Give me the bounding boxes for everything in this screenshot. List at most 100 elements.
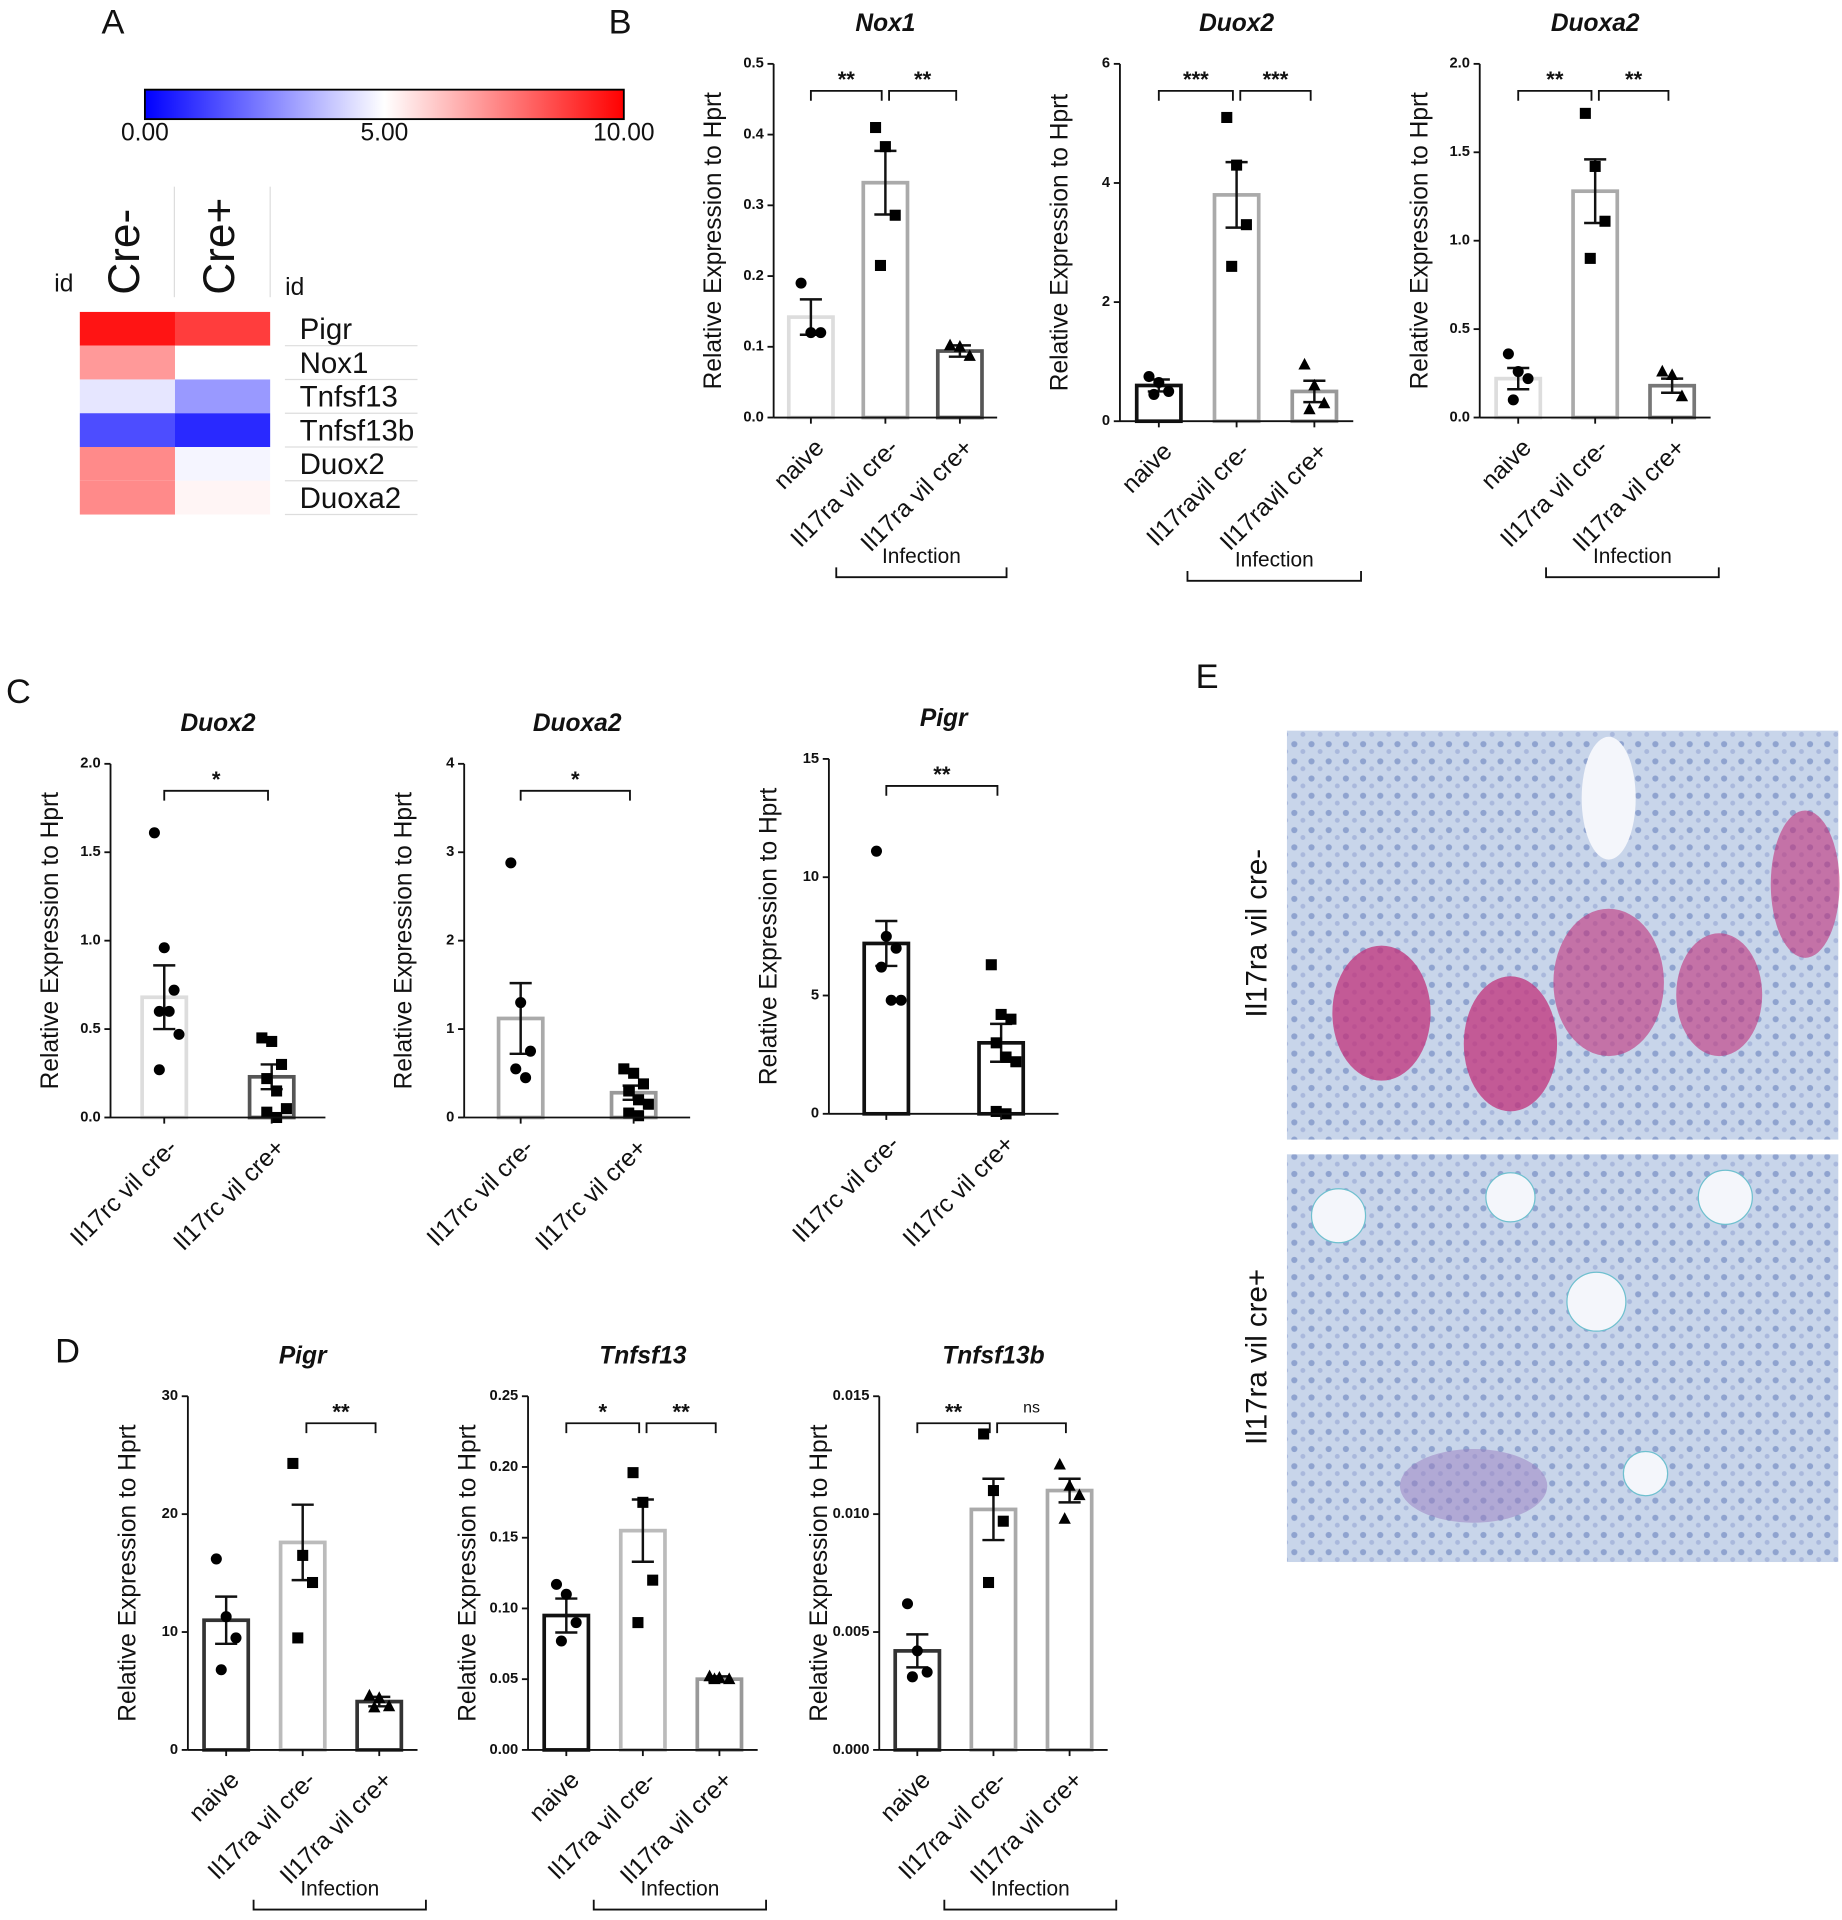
data-point bbox=[953, 340, 967, 352]
data-point bbox=[230, 1632, 242, 1644]
x-tick-label: naive bbox=[875, 1767, 936, 1828]
data-point bbox=[985, 959, 997, 971]
data-point bbox=[990, 1105, 1002, 1117]
colorbar bbox=[143, 88, 625, 121]
significance-label: * bbox=[598, 1399, 607, 1424]
data-point bbox=[723, 1672, 736, 1685]
heat-cell bbox=[174, 413, 271, 448]
y-axis-label: Relative Expression to Hprt bbox=[1046, 94, 1073, 392]
y-tick-label: 0.00 bbox=[490, 1742, 519, 1758]
y-tick-label: 2.0 bbox=[1449, 56, 1469, 72]
data-point bbox=[978, 1428, 990, 1440]
data-point bbox=[1000, 1051, 1012, 1063]
group-label: Infection bbox=[640, 1877, 719, 1900]
y-tick-label: 0.4 bbox=[743, 126, 764, 142]
data-point bbox=[1589, 160, 1601, 172]
data-point bbox=[510, 1063, 522, 1075]
goblet-cell bbox=[1485, 1172, 1536, 1223]
data-point bbox=[987, 1485, 999, 1497]
row-label: Tnfsf13 bbox=[300, 381, 398, 414]
y-tick-label: 0.5 bbox=[80, 1021, 100, 1037]
y-tick-label: 2.0 bbox=[80, 756, 100, 772]
heat-cell bbox=[79, 345, 175, 380]
significance-label: ** bbox=[838, 67, 856, 92]
y-tick-label: 6 bbox=[1102, 56, 1110, 72]
y-tick-label: 4 bbox=[1102, 175, 1111, 191]
row-label: Tnfsf13b bbox=[300, 414, 415, 447]
data-point bbox=[880, 930, 892, 942]
panel-label: C bbox=[6, 673, 31, 711]
data-point bbox=[1308, 378, 1321, 391]
y-tick-label: 0 bbox=[446, 1109, 454, 1125]
data-point bbox=[280, 1103, 292, 1115]
data-point bbox=[148, 827, 160, 839]
data-point bbox=[623, 1085, 635, 1097]
significance-bracket bbox=[565, 1422, 641, 1434]
data-point bbox=[795, 277, 807, 289]
significance-label: ** bbox=[945, 1399, 963, 1424]
significance-bracket bbox=[888, 89, 958, 101]
heat-cell bbox=[174, 447, 271, 481]
id-label: id bbox=[54, 270, 73, 297]
y-tick-label: 0.0 bbox=[80, 1109, 100, 1125]
y-tick-label: 0.0 bbox=[1449, 409, 1469, 425]
y-tick-label: 0.0 bbox=[743, 409, 763, 425]
data-point bbox=[911, 1645, 923, 1657]
column-label: Cre- bbox=[100, 209, 149, 295]
significance-bracket bbox=[916, 1422, 991, 1434]
y-tick-label: 20 bbox=[162, 1506, 178, 1522]
group-bracket bbox=[1186, 571, 1362, 582]
data-point bbox=[1599, 215, 1611, 227]
significance-label: ** bbox=[673, 1399, 691, 1424]
y-tick-label: 4 bbox=[446, 756, 455, 772]
significance-label: ** bbox=[332, 1399, 350, 1424]
data-point bbox=[943, 338, 957, 351]
bar bbox=[935, 349, 984, 420]
data-point bbox=[1240, 219, 1252, 231]
data-point bbox=[805, 327, 817, 339]
data-point bbox=[1579, 107, 1591, 119]
group-bracket bbox=[252, 1899, 427, 1911]
data-point bbox=[505, 857, 517, 869]
x-tick-label: Il17rc vil cre- bbox=[787, 1131, 904, 1248]
group-label: Infection bbox=[300, 1877, 379, 1900]
data-point bbox=[1675, 389, 1689, 402]
y-tick-label: 10 bbox=[162, 1624, 178, 1640]
tissue-image-top bbox=[1286, 730, 1840, 1140]
data-point bbox=[520, 1072, 532, 1084]
significance-bracket bbox=[809, 89, 883, 101]
y-tick-label: 0.25 bbox=[490, 1388, 519, 1404]
data-point bbox=[220, 1611, 232, 1623]
data-point bbox=[266, 1035, 278, 1047]
chart-title: Nox1 bbox=[855, 10, 915, 37]
id-label: id bbox=[285, 274, 304, 301]
data-point bbox=[1522, 373, 1534, 385]
colorbar-tick-label: 5.00 bbox=[360, 119, 408, 146]
y-tick-label: 0.10 bbox=[490, 1600, 519, 1616]
data-point bbox=[297, 1549, 309, 1561]
y-axis-label: Relative Expression to Hprt bbox=[755, 787, 782, 1085]
data-point bbox=[997, 1515, 1009, 1527]
significance-bracket bbox=[1239, 89, 1312, 101]
significance-bracket bbox=[996, 1422, 1067, 1434]
significance-bracket bbox=[885, 785, 999, 796]
significance-label: *** bbox=[1183, 67, 1209, 92]
data-point bbox=[870, 122, 882, 134]
y-axis-label: Relative Expression to Hprt bbox=[1406, 92, 1433, 390]
data-point bbox=[215, 1664, 227, 1676]
data-point bbox=[1073, 1488, 1086, 1501]
data-point bbox=[1163, 385, 1175, 397]
bar bbox=[861, 180, 910, 420]
data-point bbox=[627, 1467, 639, 1479]
data-point bbox=[633, 1094, 645, 1106]
group-label: Infection bbox=[882, 545, 961, 568]
data-point bbox=[1053, 1457, 1066, 1470]
data-point bbox=[618, 1063, 630, 1075]
y-tick-label: 0.2 bbox=[743, 268, 763, 284]
chart-title: Duoxa2 bbox=[533, 710, 622, 737]
significance-label: ** bbox=[1546, 67, 1564, 92]
heat-cell bbox=[79, 447, 175, 481]
stain bbox=[1399, 1449, 1548, 1523]
data-point bbox=[163, 1005, 175, 1017]
data-point bbox=[647, 1574, 659, 1586]
